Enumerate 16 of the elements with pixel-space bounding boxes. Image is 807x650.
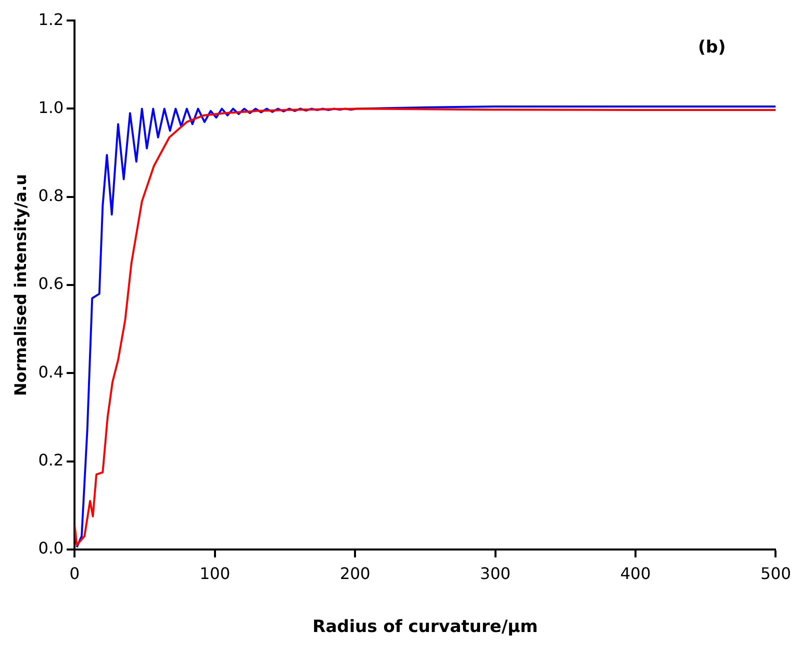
x-tick-label: 0 [70, 564, 80, 584]
y-tick-label: 0.4 [38, 362, 64, 382]
x-tick-label: 400 [620, 564, 651, 584]
y-tick-label: 0.0 [38, 538, 64, 558]
x-tick-label: 100 [200, 564, 230, 584]
x-tick-label: 200 [340, 564, 370, 584]
y-tick-label: 1.0 [38, 98, 64, 117]
x-axis-title: Radius of curvature/µm [312, 617, 538, 638]
annotation: (b) [698, 38, 726, 58]
y-tick-label: 1.2 [38, 10, 64, 29]
y-tick-label: 0.2 [38, 450, 64, 470]
x-tick-label: 300 [480, 564, 511, 584]
y-tick-label: 0.8 [38, 186, 64, 206]
y-tick-label: 0.6 [38, 274, 64, 294]
y-axis-title: Normalised intensity/a.u [10, 174, 30, 396]
x-tick-label: 500 [760, 564, 792, 584]
